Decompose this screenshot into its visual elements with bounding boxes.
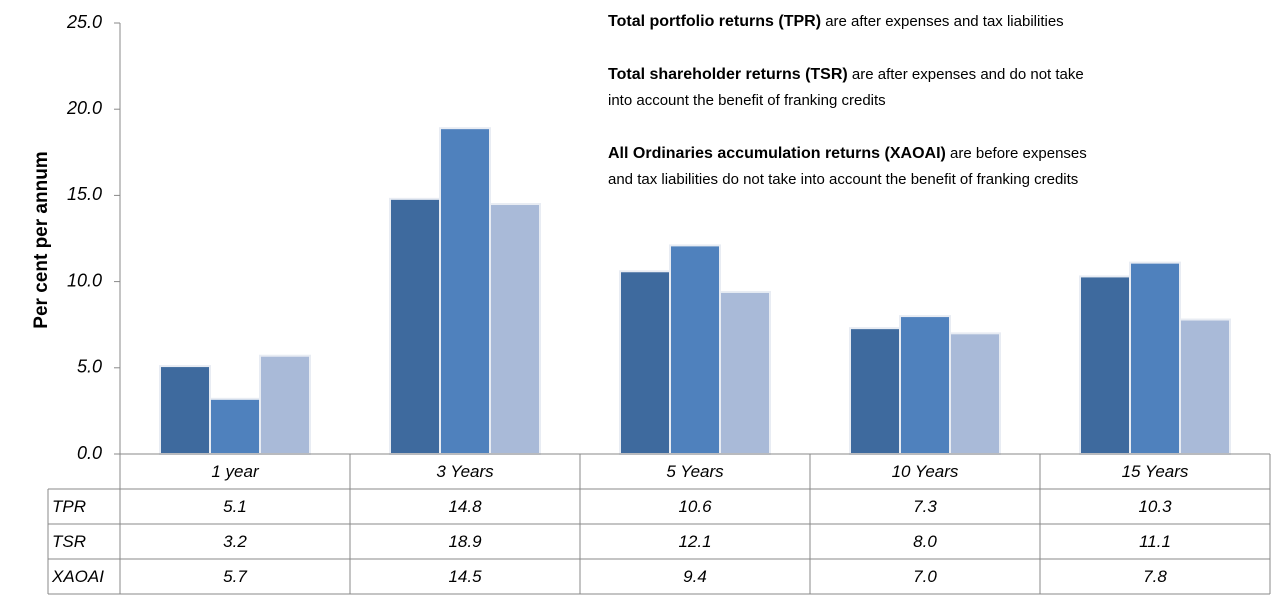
table-value: 3.2	[223, 532, 247, 551]
bar	[439, 127, 491, 455]
series-name: TPR	[52, 497, 86, 516]
annotation: into account the benefit of franking cre…	[608, 92, 886, 109]
table-value: 8.0	[913, 532, 937, 551]
x-tick-label: 10 Years	[892, 462, 959, 481]
table-value: 10.6	[678, 497, 712, 516]
annotation: All Ordinaries accumulation returns (XAO…	[608, 145, 1087, 162]
annotation-bold: Total portfolio returns (TPR)	[608, 13, 821, 30]
y-axis-label: Per cent per annum	[31, 151, 52, 328]
x-tick-label: 1 year	[211, 462, 260, 481]
y-tick-label: 5.0	[77, 357, 102, 377]
annotation: Total shareholder returns (TSR) are afte…	[608, 66, 1084, 83]
bar	[1129, 261, 1181, 455]
annotation-bold: Total shareholder returns (TSR)	[608, 66, 848, 83]
series-name: XAOAI	[51, 567, 104, 586]
annotation-text: into account the benefit of franking cre…	[608, 92, 886, 109]
annotation: Total portfolio returns (TPR) are after …	[608, 13, 1064, 30]
y-tick-label: 10.0	[67, 270, 102, 290]
annotation-text: are after expenses and tax liabilities	[825, 13, 1063, 30]
bar	[949, 332, 1001, 456]
bar	[489, 203, 541, 455]
table-value: 10.3	[1138, 497, 1172, 516]
annotation: and tax liabilities do not take into acc…	[608, 171, 1078, 188]
table-value: 9.4	[683, 567, 707, 586]
table-value: 5.7	[223, 567, 247, 586]
y-tick-label: 15.0	[67, 184, 102, 204]
bar	[669, 244, 721, 455]
y-tick-label: 25.0	[66, 12, 102, 32]
y-tick-label: 0.0	[77, 443, 102, 463]
series-name: TSR	[52, 532, 86, 551]
annotation-text: and tax liabilities do not take into acc…	[608, 171, 1078, 188]
bar	[619, 270, 671, 456]
bar	[1079, 275, 1131, 456]
bar	[899, 315, 951, 455]
x-tick-label: 5 Years	[666, 462, 724, 481]
annotation-text: are before expenses	[950, 145, 1087, 162]
annotation-text: are after expenses and do not take	[852, 66, 1084, 83]
table-value: 7.0	[913, 567, 937, 586]
table-value: 5.1	[223, 497, 247, 516]
bar	[1179, 318, 1231, 456]
bar	[849, 327, 901, 456]
x-tick-label: 15 Years	[1122, 462, 1189, 481]
bar	[209, 397, 261, 455]
table-value: 11.1	[1139, 532, 1171, 551]
bar	[719, 290, 771, 455]
bar	[159, 365, 211, 455]
table-value: 14.5	[448, 567, 482, 586]
table-value: 12.1	[678, 532, 711, 551]
y-tick-label: 20.0	[66, 98, 102, 118]
table-value: 18.9	[448, 532, 482, 551]
bar	[389, 197, 441, 455]
bar	[259, 354, 311, 455]
table-value: 7.3	[913, 497, 937, 516]
table-value: 14.8	[448, 497, 482, 516]
annotation-bold: All Ordinaries accumulation returns (XAO…	[608, 145, 946, 162]
table-value: 7.8	[1143, 567, 1167, 586]
x-tick-label: 3 Years	[436, 462, 494, 481]
